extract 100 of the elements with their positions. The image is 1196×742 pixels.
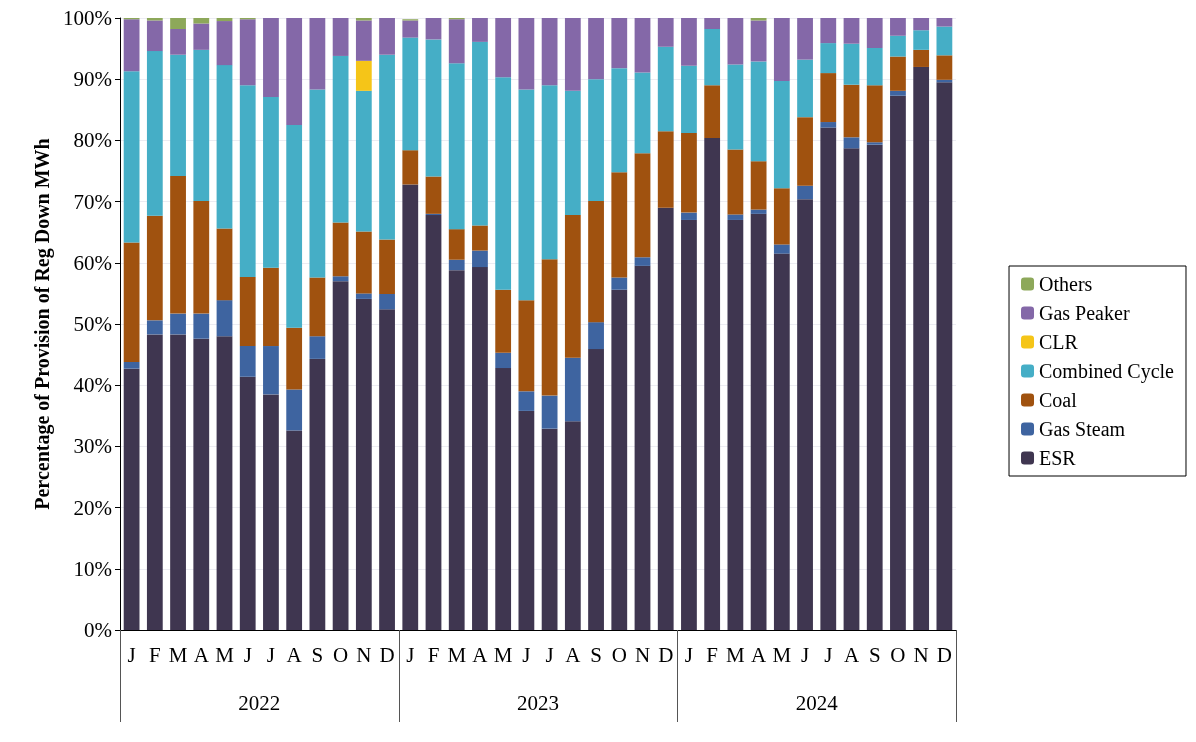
bar (123, 361, 140, 369)
bar (425, 18, 442, 40)
x-tick-label: S (590, 642, 602, 667)
bar (913, 49, 930, 67)
bar (634, 153, 651, 258)
x-tick-label: J (522, 642, 531, 667)
x-tick-label: J (406, 642, 415, 667)
bar (541, 428, 558, 630)
bar (216, 300, 233, 337)
bar (309, 277, 326, 337)
bar (866, 18, 883, 48)
bar (564, 357, 581, 422)
bar (355, 293, 372, 299)
bar (402, 150, 419, 185)
bar (379, 294, 395, 310)
bar (193, 338, 210, 630)
bar (750, 20, 767, 62)
bar (495, 18, 512, 78)
bar (263, 267, 279, 347)
bar (890, 18, 906, 36)
bar (936, 26, 953, 56)
y-axis-title: Percentage of Provision of Reg Down MWh (31, 138, 55, 510)
x-tick-label: O (890, 642, 906, 667)
bar (355, 60, 372, 91)
bar (681, 18, 697, 66)
legend-label: Combined Cycle (1039, 360, 1175, 383)
bar (286, 327, 303, 390)
bar (355, 298, 372, 630)
bar (704, 29, 721, 86)
bar (309, 18, 326, 90)
bar (379, 239, 395, 295)
bar (913, 18, 930, 31)
bar (379, 309, 395, 630)
bar (797, 185, 813, 200)
bar (681, 133, 697, 213)
bar (309, 336, 326, 359)
legend-label: Gas Peaker (1039, 302, 1130, 324)
x-tick-label: M (493, 642, 513, 667)
bar (890, 56, 906, 91)
bar (634, 257, 651, 266)
bar (193, 18, 210, 24)
x-tick-label: O (611, 642, 627, 667)
bar (750, 61, 767, 162)
y-tick-label: 70% (73, 189, 112, 214)
text: 2022 (238, 690, 281, 715)
bar (448, 63, 465, 230)
x-tick-label: F (148, 642, 161, 667)
bar (727, 214, 744, 220)
bar (797, 117, 813, 186)
bar (750, 213, 767, 630)
bar (518, 89, 535, 301)
bar (541, 18, 558, 86)
bar (309, 89, 326, 278)
x-tick-label: M (447, 642, 467, 667)
bar (843, 84, 860, 138)
x-tick-label: A (843, 642, 860, 667)
bar (681, 65, 697, 134)
bar (890, 90, 906, 96)
bar (611, 68, 628, 173)
x-tick-label: S (868, 642, 881, 667)
bar (146, 320, 163, 335)
bar (123, 368, 140, 630)
bar (843, 137, 860, 149)
x-tick-label: O (333, 642, 349, 667)
bar (379, 54, 395, 240)
bar (518, 300, 535, 392)
bar (913, 30, 930, 50)
x-tick-label: A (472, 642, 489, 667)
bar (355, 231, 372, 294)
bar (611, 289, 628, 630)
bar (588, 79, 604, 201)
bar (518, 391, 535, 411)
bar (286, 430, 303, 630)
bar (843, 148, 860, 630)
bar (611, 172, 628, 278)
bar (681, 219, 697, 630)
bar (448, 259, 465, 271)
bar (773, 18, 790, 82)
bar (797, 199, 813, 630)
bar (170, 313, 186, 335)
bar (355, 20, 372, 61)
bar (727, 64, 744, 150)
bar (495, 368, 512, 630)
bar (866, 144, 883, 630)
bar (541, 395, 558, 429)
bar (146, 20, 163, 52)
bar (216, 336, 233, 630)
bar (681, 212, 697, 220)
bar (170, 334, 186, 630)
bar (820, 43, 837, 74)
bar (263, 18, 279, 97)
bar (448, 229, 465, 260)
bar (773, 253, 790, 630)
x-tick-label: J (243, 642, 252, 667)
x-tick-label: F (706, 642, 719, 667)
bar (170, 18, 186, 30)
bar (146, 51, 163, 216)
bar (866, 142, 883, 145)
x-tick-label: N (356, 642, 372, 667)
bar (611, 277, 628, 290)
